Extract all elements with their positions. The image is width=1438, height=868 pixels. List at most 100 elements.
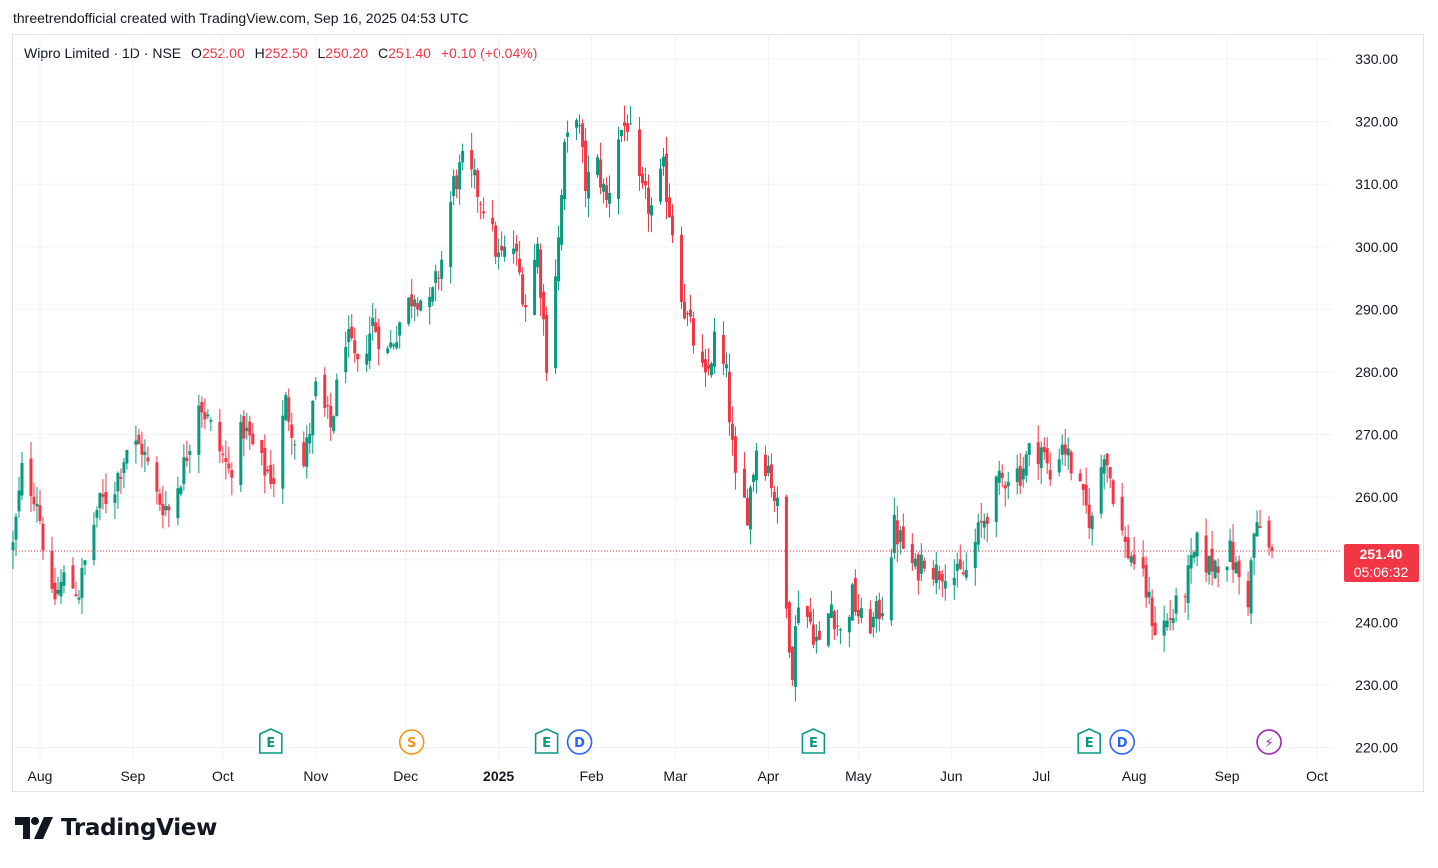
candle-body — [1069, 451, 1073, 474]
event-marker-dividend[interactable]: D — [566, 729, 593, 755]
legend-change-value: +0.10 (+0.04%) — [440, 45, 538, 61]
candle-body — [242, 415, 246, 439]
candle-body — [1006, 481, 1010, 487]
candle-body — [515, 243, 519, 252]
candle-body — [868, 609, 872, 634]
candle-body — [455, 175, 459, 190]
candle-body — [134, 440, 138, 445]
candle-body — [200, 401, 204, 413]
candle-body — [1042, 446, 1046, 453]
event-marker-earnings[interactable]: E — [1077, 728, 1101, 754]
candle-body — [793, 626, 797, 687]
candle-body — [979, 521, 983, 523]
legend-low-label: L — [317, 45, 326, 61]
candle-body — [314, 381, 318, 397]
event-badge-letter: D — [1117, 736, 1128, 751]
candle-body — [1258, 526, 1262, 528]
candle-body — [431, 287, 435, 302]
event-marker-earnings[interactable]: E — [259, 728, 283, 754]
earnings-badge-icon — [259, 728, 283, 754]
candle-body — [665, 153, 669, 202]
candle-body — [17, 490, 21, 512]
candle-body — [98, 492, 102, 509]
candle-body — [563, 142, 567, 200]
candle-body — [754, 450, 758, 481]
candle-body — [494, 225, 498, 257]
time-tick-label: Oct — [212, 768, 234, 784]
candle-body — [856, 609, 860, 617]
time-tick-label: Aug — [1122, 768, 1147, 784]
candle-body — [248, 421, 252, 436]
candle-body — [748, 487, 752, 530]
candle-body — [71, 565, 75, 589]
time-tick-label: Aug — [28, 768, 53, 784]
candle-body — [116, 472, 120, 492]
candle-body — [104, 492, 108, 504]
candle-body — [323, 374, 327, 408]
earnings-badge-icon — [1077, 728, 1101, 754]
legend-symbol[interactable]: Wipro Limited · 1D · NSE — [24, 45, 182, 61]
candle-body — [629, 123, 633, 125]
candle-body — [113, 494, 117, 503]
candle-body — [176, 488, 180, 519]
candle-body — [230, 470, 234, 478]
candle-body — [536, 243, 540, 268]
candle-body — [437, 277, 441, 279]
candle-body — [1186, 565, 1190, 604]
price-tick-label: 230.00 — [1355, 677, 1398, 693]
event-markers: E S E D E E D ⚡ — [259, 728, 1282, 755]
candle-body — [350, 326, 354, 339]
candle-body — [95, 510, 99, 518]
candle-body — [161, 504, 165, 516]
event-marker-dividend[interactable]: D — [1109, 729, 1135, 755]
candle-body — [709, 363, 713, 376]
time-tick-label: May — [845, 768, 871, 784]
candle-body — [997, 470, 1001, 483]
candle-body — [146, 457, 150, 462]
event-marker-earnings[interactable]: E — [534, 728, 559, 754]
candle-body — [329, 405, 333, 428]
candle-body — [458, 162, 462, 190]
price-axis[interactable]: 220.00230.00240.00250.00260.00270.00280.… — [1355, 51, 1398, 755]
candle-body — [287, 397, 291, 422]
candle-body — [617, 139, 621, 199]
candle-body — [449, 201, 453, 267]
candle-body — [125, 449, 129, 464]
earnings-badge-icon — [534, 728, 559, 754]
candle-body — [922, 560, 926, 569]
candle-body — [808, 611, 812, 623]
event-badge-icon — [566, 729, 593, 755]
candle-body — [1108, 466, 1112, 479]
candle-body — [650, 205, 654, 216]
event-marker-earnings[interactable]: E — [801, 728, 826, 754]
event-marker-upcoming[interactable]: ⚡ — [1256, 729, 1282, 755]
candlestick-series — [11, 105, 1274, 702]
candle-body — [596, 157, 600, 176]
candle-body — [497, 252, 501, 258]
candle-body — [641, 173, 645, 184]
candle-body — [188, 450, 192, 455]
candle-body — [1237, 560, 1241, 578]
candle-body — [931, 567, 935, 580]
candle-body — [647, 187, 651, 214]
time-axis[interactable]: Aug Sep Oct Nov Dec 2025 Feb Mar Apr May Jun Jul Aug… — [28, 768, 1328, 784]
event-badge-icon — [1256, 729, 1282, 755]
tradingview-brand[interactable]: TradingView — [15, 815, 217, 841]
candle-body — [533, 259, 537, 315]
candle-body — [554, 276, 558, 369]
time-tick-label: Apr — [758, 768, 780, 784]
candle-body — [179, 487, 183, 495]
candle-body — [751, 474, 755, 482]
candle-body — [832, 611, 836, 630]
candle-body — [413, 299, 417, 307]
earnings-badge-icon — [801, 728, 826, 754]
candle-body — [1267, 520, 1271, 548]
candle-body — [877, 599, 881, 619]
event-marker-split[interactable]: S — [398, 729, 425, 755]
candle-body — [203, 412, 207, 420]
candle-body — [512, 248, 516, 255]
candle-body — [685, 313, 689, 315]
candle-body — [958, 559, 962, 569]
candle-body — [227, 463, 231, 469]
